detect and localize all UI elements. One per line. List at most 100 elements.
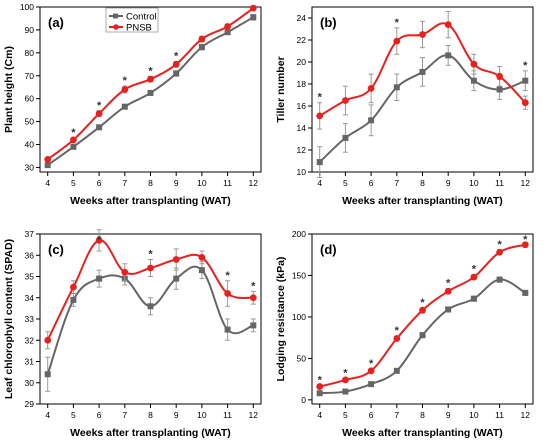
y-tick-label: 16 (297, 101, 307, 111)
series-pnsb (316, 10, 529, 130)
data-point (522, 289, 529, 296)
data-point (250, 14, 257, 21)
y-tick-label: 60 (25, 94, 35, 104)
data-point (316, 383, 324, 390)
legend-label: PNSB (126, 22, 152, 33)
x-tick-label: 6 (369, 410, 374, 420)
data-point (316, 390, 323, 397)
significance-marker: * (225, 270, 230, 282)
y-tick-label: 80 (25, 48, 35, 58)
data-point (70, 136, 77, 144)
data-point (496, 72, 503, 80)
data-point (367, 367, 375, 375)
data-point (70, 283, 77, 291)
significance-marker: * (174, 51, 179, 63)
data-point (249, 4, 257, 12)
chart-panel-4: 4 5 6 7 8 9 10 11 12 0 50 100 150 200 Weeks after tran… (275, 229, 534, 439)
x-tick-label: 7 (394, 410, 399, 420)
significance-marker: * (148, 65, 153, 77)
y-tick-label: 10 (297, 167, 307, 177)
x-tick-label: 7 (122, 410, 127, 420)
series-control (316, 276, 529, 397)
data-point (496, 276, 503, 283)
x-tick-label: 4 (45, 410, 50, 420)
legend-entry-pnsb: PNSB (109, 22, 152, 33)
data-point (342, 134, 349, 141)
data-point (224, 326, 231, 333)
data-point (44, 155, 52, 163)
x-tick-label: 12 (249, 410, 259, 420)
data-point (224, 29, 231, 36)
x-tick-label: 5 (71, 410, 76, 420)
data-point (342, 376, 349, 384)
series-control (44, 14, 257, 169)
data-point (445, 306, 452, 313)
significance-marker: * (523, 60, 528, 72)
data-point (419, 68, 426, 75)
data-point (521, 99, 529, 107)
panel-label: (b) (320, 15, 337, 30)
legend-entry-control: Control (109, 11, 157, 22)
series-pnsb (44, 4, 257, 163)
data-point (198, 253, 206, 261)
legend-marker (113, 24, 119, 30)
significance-marker: * (395, 17, 400, 29)
x-tick-label: 8 (148, 178, 153, 188)
data-point (147, 75, 154, 83)
data-point (147, 89, 154, 96)
x-tick-label: 4 (317, 410, 322, 420)
x-tick-label: 4 (317, 178, 322, 188)
significance-marker: * (343, 367, 348, 379)
y-tick-label: 200 (292, 229, 306, 239)
data-point (419, 31, 426, 38)
x-tick-label: 11 (495, 410, 504, 420)
significance-marker: * (318, 92, 323, 104)
data-point (44, 162, 51, 169)
x-axis-title: Weeks after transplanting (WAT) (70, 195, 231, 207)
data-point (470, 60, 478, 68)
y-axis-title: Lodging resistance (kPa) (275, 257, 287, 382)
x-tick-label: 12 (249, 178, 259, 188)
series-control (44, 261, 257, 392)
y-tick-label: 40 (25, 140, 35, 150)
y-tick-label: 0 (301, 395, 306, 405)
y-axis-title: Plant height (Cm) (3, 46, 15, 133)
y-tick-label: 32 (25, 335, 35, 345)
y-tick-label: 35 (25, 272, 35, 282)
significance-marker: * (523, 234, 528, 246)
y-tick-label: 50 (297, 353, 307, 363)
data-point (172, 256, 180, 263)
y-axis-title: Leaf chlorophyll content (SPAD) (3, 239, 15, 399)
data-point (521, 241, 529, 249)
data-point (44, 336, 52, 344)
x-tick-label: 12 (521, 178, 531, 188)
panel-label: (d) (320, 242, 337, 257)
data-point (198, 35, 206, 43)
data-point (444, 287, 452, 295)
legend-label: Control (126, 11, 157, 22)
significance-marker: * (123, 75, 128, 87)
data-point (342, 388, 349, 395)
x-tick-label: 6 (97, 178, 102, 188)
y-tick-label: 22 (297, 35, 307, 45)
x-tick-label: 4 (45, 178, 50, 188)
x-tick-label: 6 (369, 178, 374, 188)
y-tick-label: 12 (297, 145, 307, 155)
legend-marker (113, 13, 118, 19)
x-tick-label: 11 (223, 178, 232, 188)
y-axis-title: Tiller number (275, 56, 287, 122)
data-point (198, 267, 205, 274)
series-line (46, 265, 254, 375)
y-tick-label: 14 (297, 123, 307, 133)
series-pnsb (316, 241, 529, 390)
x-tick-label: 12 (521, 410, 531, 420)
x-tick-label: 7 (122, 178, 127, 188)
y-tick-label: 37 (25, 229, 35, 239)
y-tick-label: 24 (297, 13, 307, 23)
y-tick-label: 30 (25, 378, 35, 388)
chart-panel-3: 4 5 6 7 8 9 10 11 12 29 30 31 32 33 34 35 36 37 Weeks afte… (3, 229, 262, 439)
x-tick-label: 8 (420, 178, 425, 188)
panel-label: (c) (48, 242, 64, 257)
y-tick-label: 36 (25, 250, 35, 260)
